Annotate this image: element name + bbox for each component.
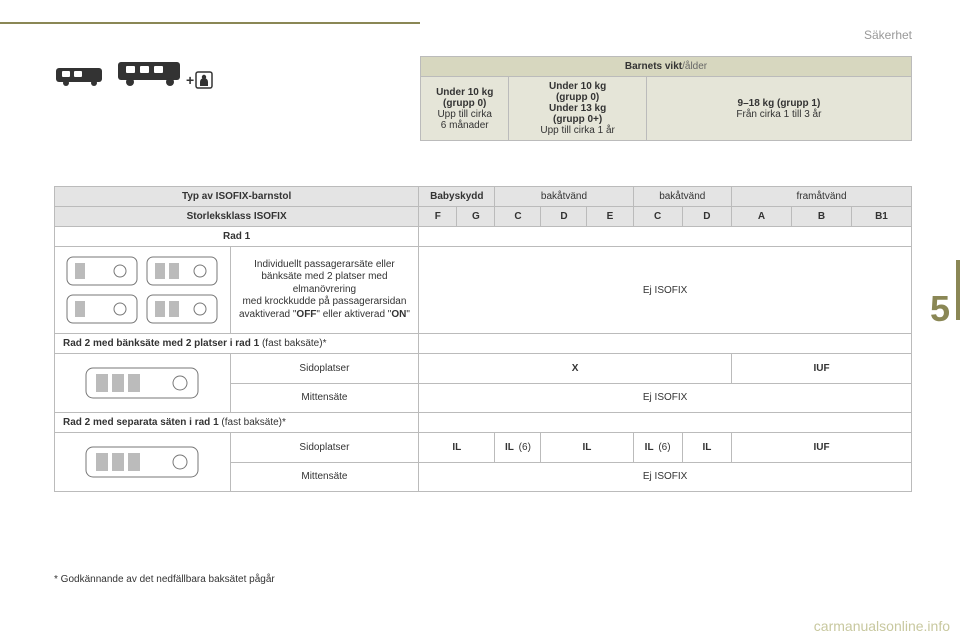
chapter-tab [930,260,960,320]
size-E: E [587,207,633,227]
row2b-blank [419,413,912,433]
footnote: * Godkännande av det nedfällbara baksäte… [54,574,275,585]
isofix-body-table: Typ av ISOFIX-barnstol Babyskydd bakåtvä… [54,186,912,492]
size-D1: D [541,207,587,227]
row2b-side-label: Sidoplatser [230,433,419,463]
page-top-rule [0,22,420,24]
type-val-1: bakåtvänd [495,187,633,207]
section-title: Säkerhet [864,28,912,42]
size-B1: B1 [851,207,911,227]
row2b-c6: IUF [732,433,912,463]
plus-icon: + [186,72,194,88]
row2a-title: Rad 2 med bänksäte med 2 platser i rad 1… [55,334,419,354]
size-C1: C [495,207,541,227]
row2b-title: Rad 2 med separata säten i rad 1 (fast b… [55,413,419,433]
weight-age-heading: Barnets vikt/ålder [421,57,912,77]
size-C2: C [633,207,682,227]
row2a-side-x: X [419,354,732,384]
size-label: Storleksklass ISOFIX [55,207,419,227]
row2b-mid-result: Ej ISOFIX [419,462,912,492]
weight-group-0plus: Under 10 kg (grupp 0) Under 13 kg (grupp… [509,77,646,141]
row1-blank [419,227,912,247]
van-long-icon [116,56,188,88]
row2a-seat-diagram [55,354,231,413]
row2a-blank [419,334,912,354]
row2b-c5: IL [682,433,731,463]
isofix-symbol-icon [194,70,214,90]
size-G: G [457,207,495,227]
row2b-mid-label: Mittensäte [230,462,419,492]
row2a-mid-result: Ej ISOFIX [419,383,912,413]
row1-title: Rad 1 [55,227,419,247]
row2a-mid-label: Mittensäte [230,383,419,413]
type-val-2: bakåtvänd [633,187,732,207]
row2b-c4: IL (6) [633,433,682,463]
footer-url: carmanualsonline.info [814,618,950,634]
weight-group-0: Under 10 kg (grupp 0) Upp till cirka 6 m… [421,77,509,141]
weight-header-table: Barnets vikt/ålder Under 10 kg (grupp 0)… [420,56,912,141]
size-F: F [419,207,457,227]
row1-result: Ej ISOFIX [419,247,912,334]
type-label: Typ av ISOFIX-barnstol [55,187,419,207]
row2a-side-label: Sidoplatser [230,354,419,384]
row2b-seat-diagram [55,433,231,492]
row2b-c1: IL [419,433,495,463]
row1-desc: Individuellt passagerarsäte eller bänksä… [230,247,419,334]
vehicle-icons: + [54,56,214,88]
size-A: A [732,207,792,227]
size-B: B [792,207,852,227]
row2b-c3: IL [541,433,633,463]
weight-group-1: 9–18 kg (grupp 1) Från cirka 1 till 3 år [646,77,911,141]
type-val-3: framåtvänd [732,187,912,207]
type-val-0: Babyskydd [419,187,495,207]
van-short-icon [54,60,110,88]
size-D2: D [682,207,731,227]
row2b-c2: IL (6) [495,433,541,463]
row1-seat-diagrams [55,247,231,334]
row2a-side-iuf: IUF [732,354,912,384]
